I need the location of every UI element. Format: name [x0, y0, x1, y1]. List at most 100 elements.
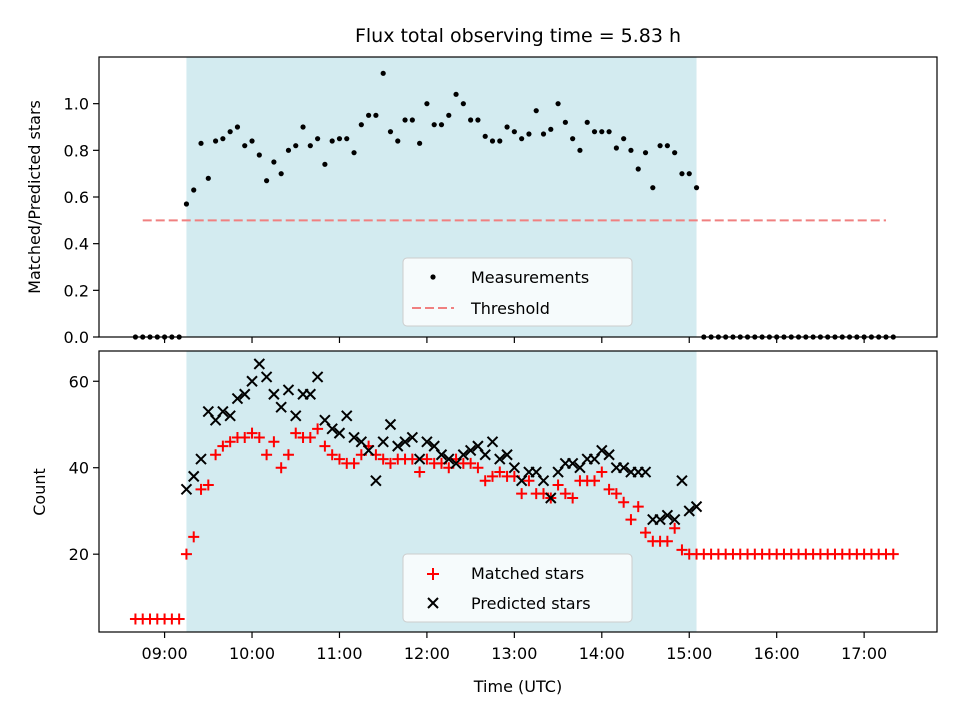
measurement-point — [373, 112, 379, 118]
matched-star-point — [603, 483, 615, 495]
measurement-point — [679, 171, 685, 177]
legend-matched-marker — [427, 568, 439, 580]
measurement-point — [227, 129, 233, 135]
predicted-star-point — [464, 444, 477, 457]
matched-star-point — [640, 527, 652, 539]
measurement-point — [307, 143, 313, 149]
measurement-point — [664, 143, 670, 149]
matched-star-point — [516, 488, 528, 500]
matched-star-point — [632, 501, 644, 513]
measurement-point — [642, 150, 649, 156]
predicted-star-point — [596, 444, 608, 457]
measurement-point — [497, 138, 503, 144]
matched-star-point — [414, 466, 426, 478]
predicted-star-point — [260, 371, 273, 383]
predicted-star-point — [304, 388, 317, 400]
matched-star-point — [465, 457, 477, 469]
measurement-point — [336, 136, 343, 142]
matched-star-point — [261, 449, 273, 461]
predicted-star-point — [246, 375, 258, 387]
measurement-point — [672, 150, 678, 156]
bottom-y-tick-label: 60 — [69, 372, 89, 391]
measurement-point — [475, 117, 481, 123]
bottom-x-tick-label: 14:00 — [579, 644, 625, 663]
measurement-point — [533, 108, 539, 114]
bottom-y-axis-label: Count — [30, 468, 49, 516]
predicted-star-point — [399, 436, 411, 448]
predicted-star-point — [566, 457, 579, 470]
measurement-point — [424, 101, 430, 107]
predicted-star-point — [326, 423, 338, 435]
matched-star-point — [239, 431, 251, 443]
bottom-x-tick-label: 10:00 — [229, 644, 275, 663]
matched-star-point — [290, 427, 302, 439]
x-axis-label: Time (UTC) — [473, 677, 562, 696]
matched-star-point — [217, 440, 229, 452]
matched-star-point — [210, 449, 222, 461]
measurement-point — [351, 150, 357, 156]
legend-matched-label: Matched stars — [471, 564, 584, 583]
measurement-point — [329, 138, 335, 144]
bottom-x-tick-label: 17:00 — [841, 644, 887, 663]
predicted-star-point — [603, 449, 615, 461]
legend-predicted-marker — [427, 597, 439, 609]
matched-star-point — [479, 475, 491, 487]
predicted-star-point — [341, 410, 353, 422]
measurement-point — [387, 129, 394, 135]
measurement-point — [417, 140, 423, 146]
measurement-point — [212, 138, 219, 144]
measurement-point — [628, 147, 634, 153]
matched-star-point — [596, 466, 608, 478]
measurement-point — [562, 119, 568, 125]
predicted-star-point — [392, 440, 404, 452]
matched-star-point — [275, 462, 287, 474]
measurement-point — [453, 91, 459, 97]
matched-star-point — [282, 449, 294, 461]
measurement-point — [635, 166, 641, 172]
predicted-star-point — [282, 384, 295, 396]
matched-star-point — [253, 431, 265, 443]
measurement-point — [322, 161, 328, 167]
matched-star-point — [319, 440, 331, 452]
predicted-star-point — [486, 436, 499, 448]
matched-star-point — [676, 544, 688, 556]
matched-star-point — [246, 427, 258, 439]
predicted-star-point — [188, 470, 200, 483]
predicted-star-point — [384, 418, 397, 431]
top-legend-box — [402, 257, 633, 327]
measurement-point — [446, 112, 452, 118]
bottom-x-tick-label: 15:00 — [666, 644, 712, 663]
measurement-point — [482, 133, 488, 139]
matched-star-point — [618, 496, 630, 508]
predicted-star-point — [668, 513, 681, 526]
measurement-point — [584, 119, 590, 125]
measurement-point — [657, 143, 663, 149]
bottom-x-tick-label: 09:00 — [142, 644, 188, 663]
measurement-point — [468, 117, 474, 123]
measurement-point — [402, 117, 408, 123]
matched-star-point — [348, 457, 360, 469]
predicted-star-point — [348, 431, 360, 444]
measurement-point — [650, 185, 656, 191]
measurement-point — [191, 187, 197, 193]
measurement-point — [249, 138, 255, 144]
measurement-point — [555, 101, 561, 107]
top-legend: Measurements Threshold — [402, 257, 633, 327]
measurement-point — [344, 136, 350, 142]
matched-star-point — [224, 436, 236, 448]
matched-star-point — [333, 453, 345, 465]
measurement-point — [621, 136, 627, 142]
predicted-star-point — [537, 474, 550, 487]
predicted-star-point — [413, 453, 426, 465]
measurement-point — [489, 138, 496, 144]
predicted-star-point — [333, 427, 346, 439]
predicted-star-point — [639, 466, 652, 478]
predicted-star-point — [545, 492, 557, 504]
matched-star-point — [552, 479, 564, 491]
bottom-legend: Matched stars Predicted stars — [402, 553, 633, 623]
measurement-point — [591, 129, 598, 135]
measurement-point — [438, 122, 445, 128]
predicted-star-point — [683, 505, 695, 517]
bottom-x-tick-label: 12:00 — [404, 644, 450, 663]
